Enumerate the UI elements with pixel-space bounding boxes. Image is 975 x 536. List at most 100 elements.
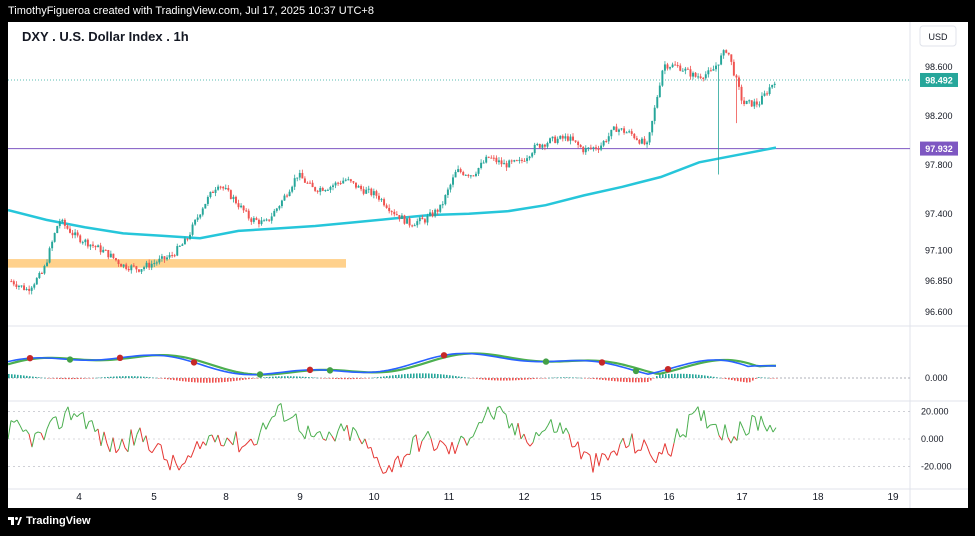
histogram-bar	[695, 374, 697, 378]
momentum-segment	[400, 456, 405, 468]
histogram-bar	[380, 376, 382, 378]
momentum-segment	[640, 439, 645, 451]
momentum-tick-label: -20.000	[921, 461, 952, 471]
histogram-bar	[236, 378, 238, 381]
histogram-bar	[137, 376, 139, 378]
histogram-bar	[104, 377, 106, 378]
momentum-segment	[583, 451, 588, 454]
histogram-bar	[254, 378, 256, 379]
histogram-bar	[332, 378, 334, 379]
histogram-bar	[638, 378, 640, 383]
crossover-marker	[664, 365, 672, 373]
histogram-bar	[692, 374, 694, 378]
candle-body	[257, 219, 260, 225]
candle-body	[531, 153, 534, 157]
candle-body	[280, 200, 283, 207]
candle-body	[661, 70, 664, 86]
candle-body	[697, 76, 700, 78]
candle-body	[173, 255, 176, 257]
momentum-segment	[580, 451, 585, 460]
histogram-bar	[425, 373, 427, 378]
candle-body	[623, 128, 626, 133]
candle-body	[495, 157, 498, 163]
candle-body	[99, 245, 102, 253]
oscillator-pane	[7, 352, 910, 383]
candle-body	[638, 139, 641, 144]
histogram-bar	[776, 378, 778, 379]
momentum-segment	[439, 439, 444, 444]
candle-body	[434, 209, 437, 217]
histogram-bar	[23, 375, 25, 378]
histogram-bar	[107, 376, 109, 378]
momentum-segment	[160, 444, 165, 460]
histogram-bar	[386, 376, 388, 378]
histogram-bar	[92, 378, 94, 379]
candle-body	[296, 177, 299, 179]
momentum-segment	[256, 432, 261, 445]
momentum-segment	[136, 427, 141, 435]
candle-body	[196, 217, 199, 220]
footer-brand: TradingView	[26, 515, 91, 527]
momentum-segment	[319, 431, 324, 440]
candle-body	[686, 68, 689, 70]
candle-body	[533, 144, 536, 154]
candle-body	[676, 65, 679, 67]
candle-body	[768, 87, 771, 95]
histogram-bar	[620, 378, 622, 382]
histogram-bar	[86, 378, 88, 379]
currency-box[interactable]	[919, 25, 957, 47]
candle-body	[589, 147, 592, 149]
momentum-segment	[352, 426, 357, 432]
candle-body	[666, 64, 669, 69]
momentum-segment	[430, 438, 435, 451]
momentum-segment	[121, 438, 126, 448]
momentum-segment	[304, 425, 309, 439]
candle-body	[526, 158, 529, 162]
histogram-bar	[218, 378, 220, 383]
histogram-bar	[119, 376, 121, 378]
momentum-segment	[544, 424, 549, 431]
histogram-bar	[134, 376, 136, 378]
support-zone-rect	[8, 259, 346, 268]
histogram-bar	[611, 378, 613, 381]
histogram-bar	[65, 378, 67, 380]
histogram-bar	[578, 377, 580, 379]
candle-body	[194, 219, 197, 225]
crossover-marker	[116, 354, 124, 362]
histogram-bar	[47, 378, 49, 379]
histogram-bar	[371, 377, 373, 379]
chart-area[interactable]: 98.600 98.200 97.800 97.400 97.100 96.850 96.6…	[7, 22, 968, 508]
candle-body	[454, 171, 457, 178]
momentum-segment	[685, 414, 690, 438]
histogram-bar	[464, 377, 466, 378]
momentum-segment	[469, 436, 474, 439]
momentum-segment	[586, 452, 591, 456]
histogram-bar	[512, 378, 514, 381]
candle-body	[398, 215, 401, 219]
momentum-segment	[259, 422, 264, 433]
candle-body	[646, 142, 649, 145]
momentum-segment	[58, 426, 63, 430]
histogram-bar	[575, 377, 577, 379]
tradingview-logo[interactable]: TradingView	[8, 515, 91, 527]
chart-title: DXY . U.S. Dollar Index . 1h	[22, 29, 189, 44]
momentum-segment	[757, 415, 762, 431]
candle-body	[265, 219, 268, 221]
momentum-segment	[73, 413, 78, 418]
momentum-segment	[253, 443, 258, 446]
momentum-segment	[475, 422, 480, 430]
chart-svg[interactable]: 98.600 98.200 97.800 97.400 97.100 96.850 96.6…	[7, 22, 968, 508]
candle-body	[556, 138, 559, 143]
histogram-bar	[224, 378, 226, 382]
momentum-segment	[568, 433, 573, 448]
momentum-segment	[118, 438, 123, 450]
histogram-bar	[296, 376, 298, 378]
histogram-bar	[659, 374, 661, 378]
candle-body	[582, 147, 585, 153]
histogram-bar	[197, 378, 199, 383]
candle-body	[163, 256, 166, 260]
candle-body	[584, 148, 587, 153]
candle-body	[217, 186, 220, 190]
momentum-segment	[541, 429, 546, 433]
momentum-segment	[148, 449, 153, 454]
